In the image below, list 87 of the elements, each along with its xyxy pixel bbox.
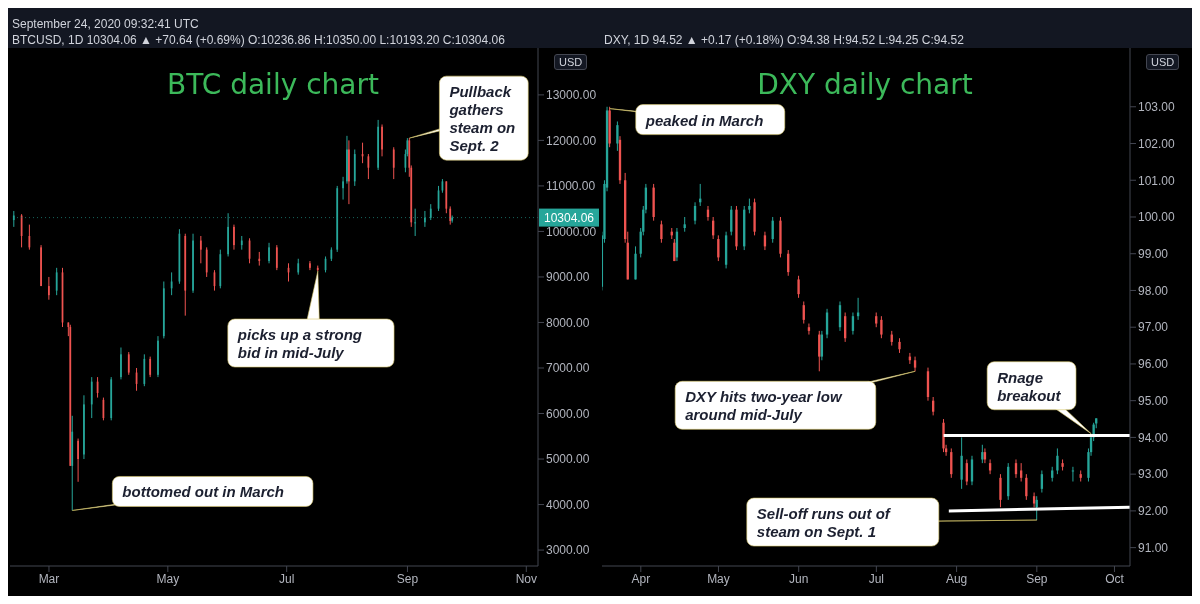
y-tick-label: 101.00 [1138, 173, 1176, 188]
y-tick-label: 5000.00 [546, 452, 590, 467]
text: BTC daily chart [167, 68, 379, 101]
y-tick-label: 10000.00 [546, 224, 597, 239]
y-tick-label: 3000.00 [546, 543, 590, 558]
candlestick [1020, 462, 1023, 482]
candlestick [40, 244, 42, 287]
ref-line-label: 10304.06 [543, 210, 595, 225]
candlestick [1071, 466, 1075, 482]
candlestick [309, 260, 311, 271]
y-tick-label: 92.00 [1138, 504, 1169, 519]
y-tick-label: 9000.00 [546, 270, 590, 285]
y-tick-label: 95.00 [1138, 393, 1169, 408]
y-tick-label: 93.00 [1138, 467, 1169, 482]
candlestick [77, 438, 79, 483]
x-tick-label: Jun [789, 571, 809, 586]
x-tick-label: May [156, 571, 180, 586]
y-tick-label: 13000.00 [546, 88, 597, 103]
candlestick [424, 210, 426, 228]
annotation: bottomed out in March [122, 483, 284, 501]
y-tick-label: 11000.00 [546, 179, 596, 194]
annotation: Rnage breakout [997, 368, 1062, 404]
x-tick-label: May [707, 571, 730, 586]
y-tick-label: 4000.00 [546, 497, 590, 512]
candlestick [660, 220, 663, 244]
candlestick [157, 335, 159, 378]
candlestick [342, 176, 344, 201]
y-axis-title: USD [554, 54, 588, 70]
x-tick-label: Apr [631, 571, 651, 586]
y-tick-label: 98.00 [1138, 283, 1169, 298]
candlestick [348, 139, 350, 205]
y-tick-label: 12000.00 [546, 133, 597, 148]
candlestick [414, 208, 417, 237]
candlestick [981, 444, 984, 464]
y-tick-label: 91.00 [1138, 540, 1169, 555]
x-tick-label: Oct [1105, 571, 1125, 586]
candlestick [999, 473, 1002, 508]
candlestick [268, 242, 270, 264]
candlestick [381, 123, 383, 157]
candlestick [90, 376, 93, 419]
x-tick-label: Sep [396, 571, 419, 586]
candlestick [199, 235, 202, 264]
candlestick [149, 356, 152, 378]
candlestick [880, 315, 883, 339]
annotation: DXY hits two-year low around mid-July [685, 388, 843, 424]
candlestick [233, 224, 235, 251]
text: DXY daily chart [756, 68, 974, 101]
candlestick [275, 244, 278, 271]
y-axis-title: USD [1146, 54, 1180, 70]
y-tick-label: 103.00 [1138, 100, 1176, 115]
y-tick-label: 99.00 [1138, 246, 1169, 261]
candlestick [717, 234, 720, 262]
candlestick [55, 267, 58, 296]
candlestick [205, 246, 208, 278]
candlestick [960, 436, 963, 490]
candlestick [377, 119, 380, 171]
text: BTCUSD, 1D 10304.06 ▲ +70.64 (+0.69%) O:10236.86 H:10350.00 L:10193.20 C:10304.06 [12, 32, 506, 48]
x-tick-label: Jul [278, 571, 295, 586]
x-tick-label: Jul [868, 571, 885, 586]
y-tick-label: 6000.00 [546, 406, 590, 421]
y-tick-label: 96.00 [1138, 357, 1169, 372]
candlestick [83, 394, 85, 460]
candlestick [616, 120, 619, 152]
candlestick [797, 275, 800, 299]
candlestick [1056, 447, 1059, 475]
y-tick-label: 94.00 [1138, 430, 1169, 445]
candlestick [47, 276, 50, 301]
candlestick [970, 455, 974, 486]
candlestick [192, 233, 194, 294]
x-tick-label: Mar [38, 571, 60, 586]
text: September 24, 2020 09:32:41 UTC [12, 16, 200, 32]
candlestick [392, 146, 395, 180]
y-tick-label: 102.00 [1138, 136, 1176, 151]
candlestick [127, 351, 130, 376]
candlestick [1025, 473, 1028, 501]
candlestick [120, 347, 122, 380]
annotation: Sell-off runs out of steam on Sept. 1 [756, 505, 892, 541]
annotation: picks up a strong bid in mid-July [236, 326, 363, 362]
y-tick-label: 100.00 [1138, 210, 1176, 225]
candlestick [227, 212, 229, 257]
text: DXY, 1D 94.52 ▲ +0.17 (+0.18%) O:94.38 H:94.52 L:94.25 C:94.52 [604, 32, 965, 48]
y-tick-label: 7000.00 [546, 361, 590, 376]
x-tick-label: Sep [1026, 571, 1048, 586]
x-tick-label: Aug [945, 571, 968, 586]
y-tick-label: 97.00 [1138, 320, 1169, 335]
y-tick-label: 8000.00 [546, 315, 590, 330]
x-tick-label: Nov [515, 571, 537, 586]
